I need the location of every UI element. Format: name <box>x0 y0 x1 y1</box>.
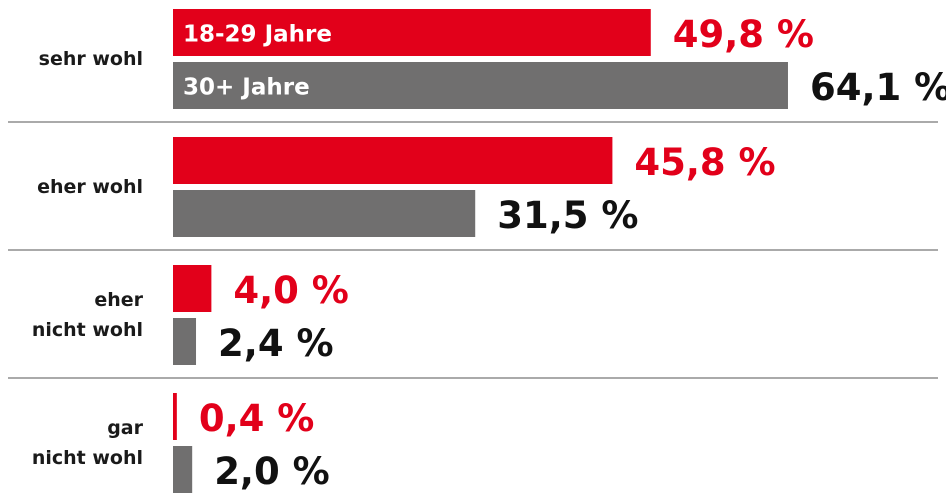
value-label: 2,0 % <box>214 450 329 493</box>
bar <box>173 446 193 493</box>
bar <box>173 9 651 56</box>
bar <box>173 190 476 237</box>
value-label: 0,4 % <box>199 397 314 440</box>
bar <box>173 318 197 365</box>
value-label: 49,8 % <box>673 13 814 56</box>
value-label: 31,5 % <box>497 194 638 237</box>
value-label: 64,1 % <box>810 66 946 109</box>
category-label: eher nicht wohl <box>31 289 143 341</box>
bar <box>173 265 212 312</box>
bar <box>173 137 613 184</box>
value-label: 2,4 % <box>218 322 334 365</box>
category-label: gar nicht wohl <box>31 417 143 469</box>
bar <box>173 393 177 440</box>
bar <box>173 62 788 109</box>
value-label: 4,0 % <box>233 269 349 312</box>
value-label: 45,8 % <box>634 141 775 184</box>
category-label: sehr wohl <box>38 48 143 70</box>
legend-label: 30+ Jahre <box>183 75 310 101</box>
legend-label: 18-29 Jahre <box>183 22 332 48</box>
category-label: eher wohl <box>37 176 143 198</box>
